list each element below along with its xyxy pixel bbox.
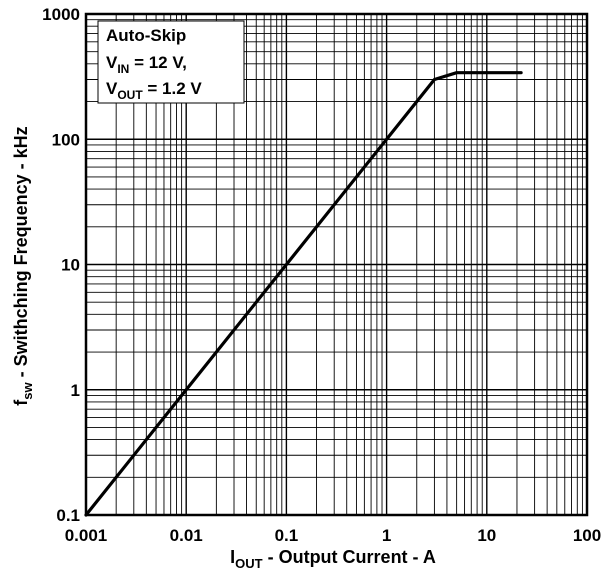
y-tick-label: 1000 bbox=[42, 5, 80, 24]
legend-line-3: VOUT = 1.2 V bbox=[106, 79, 202, 102]
x-tick-label: 0.01 bbox=[170, 526, 203, 545]
legend-line-2-main: V bbox=[106, 53, 118, 72]
y-tick-label: 100 bbox=[52, 130, 80, 149]
x-tick-label: 0.001 bbox=[65, 526, 108, 545]
legend-line-2: VIN = 12 V, bbox=[106, 53, 187, 76]
x-tick-label: 100 bbox=[573, 526, 601, 545]
x-tick-labels: 0.001 0.01 0.1 1 10 100 bbox=[65, 526, 601, 545]
x-axis-title: IOUT - Output Current - A bbox=[230, 547, 436, 571]
legend-line-3-rest: = 1.2 V bbox=[143, 79, 203, 98]
plot-frame bbox=[84, 12, 589, 517]
x-tick-label: 0.1 bbox=[275, 526, 299, 545]
y-axis-title-sub: sw bbox=[20, 381, 35, 399]
series-line bbox=[84, 71, 523, 517]
y-axis-title: fsw - Swithching Frequency - kHz bbox=[11, 126, 35, 405]
x-axis-title-sub: OUT bbox=[235, 556, 263, 571]
legend-line-3-main: V bbox=[106, 79, 118, 98]
series-group bbox=[84, 71, 523, 517]
legend-line-2-rest: = 12 V, bbox=[129, 53, 187, 72]
legend-line-1: Auto-Skip bbox=[106, 26, 186, 45]
legend-line-2-sub: IN bbox=[117, 62, 129, 76]
x-axis-title-main: I bbox=[230, 547, 235, 567]
x-tick-label: 10 bbox=[477, 526, 496, 545]
y-tick-labels: 0.1 1 10 100 1000 bbox=[42, 5, 80, 525]
y-tick-label: 1 bbox=[71, 381, 80, 400]
y-axis-title-main: f bbox=[11, 399, 31, 406]
x-axis-title-rest: - Output Current - A bbox=[263, 547, 436, 567]
legend-box bbox=[97, 20, 245, 104]
legend-line-3-sub: OUT bbox=[117, 88, 143, 102]
y-tick-label: 0.1 bbox=[56, 506, 80, 525]
y-axis-title-rest: - Swithching Frequency - kHz bbox=[11, 126, 31, 382]
x-tick-label: 1 bbox=[382, 526, 391, 545]
y-tick-label: 10 bbox=[61, 256, 80, 275]
